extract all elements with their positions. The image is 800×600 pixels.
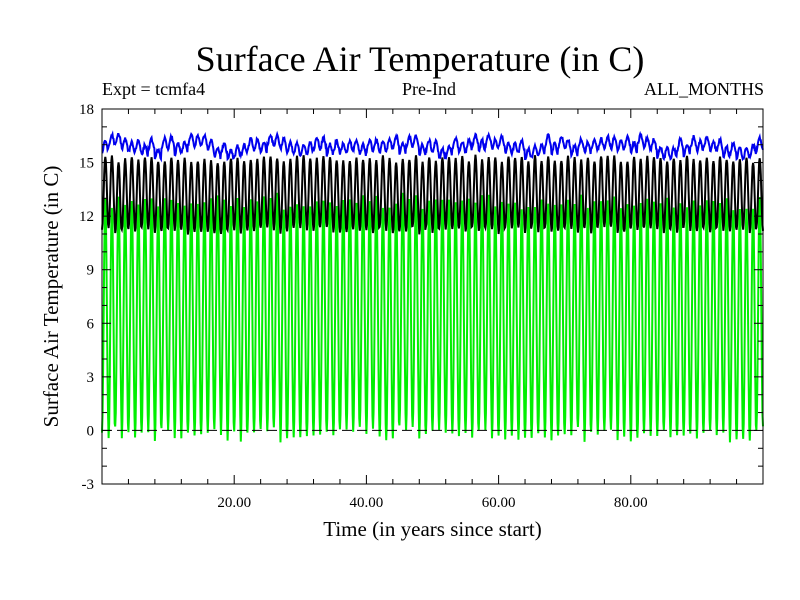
x-axis-label: Time (in years since start): [323, 517, 542, 541]
y-axis-label: Surface Air Temperature (in C): [39, 166, 63, 428]
chart-title: Surface Air Temperature (in C): [195, 39, 645, 79]
series-line-blue: [101, 130, 764, 163]
series-layer: [101, 130, 764, 443]
y-tick-label: 15: [79, 156, 94, 172]
plot-frame: [101, 108, 764, 485]
y-tick-label: 9: [87, 263, 95, 279]
series-line-black: [101, 154, 764, 235]
y-tick-label: 18: [79, 102, 94, 118]
x-tick-label: 60.00: [482, 495, 516, 511]
experiment-label: Expt = tcmfa4: [102, 79, 206, 99]
y-tick-label: 6: [87, 316, 95, 332]
y-tick-label: -3: [82, 477, 95, 493]
ticks-layer: -3 0 3 6 9 12 15 18 20.00 40.00 60.00 80.00: [79, 102, 763, 511]
period-label: Pre-Ind: [402, 79, 456, 99]
y-tick-label: 12: [79, 209, 94, 225]
y-tick-label: 0: [87, 423, 95, 439]
x-tick-label: 80.00: [614, 495, 648, 511]
x-tick-label: 20.00: [217, 495, 251, 511]
months-label: ALL_MONTHS: [644, 79, 764, 99]
x-tick-label: 40.00: [350, 495, 384, 511]
y-tick-label: 3: [87, 370, 95, 386]
